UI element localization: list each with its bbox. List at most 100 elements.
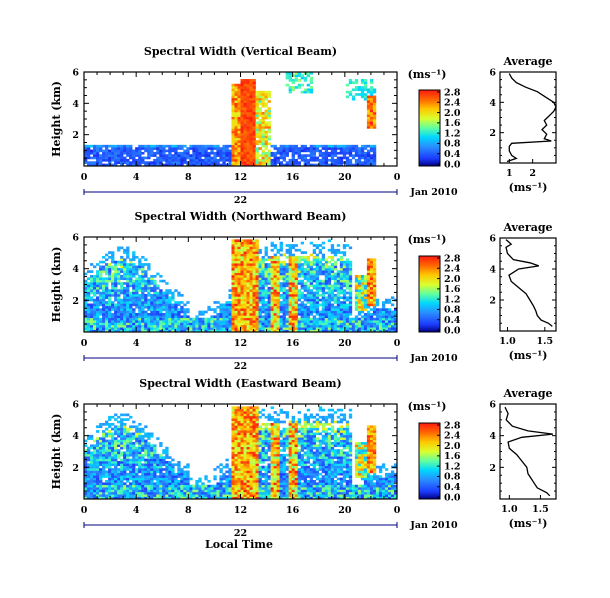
heatmap-cell	[315, 329, 320, 333]
heatmap-cell	[312, 144, 317, 148]
heatmap-cell	[84, 456, 88, 459]
heatmap-cell	[345, 315, 350, 319]
heatmap-cell	[159, 310, 163, 314]
heatmap-cell	[234, 289, 238, 292]
heatmap-cell	[207, 322, 211, 326]
heatmap-cell	[234, 303, 238, 307]
heatmap-cell	[153, 301, 157, 304]
heatmap-cell	[117, 439, 121, 443]
heatmap-cell	[363, 308, 368, 311]
heatmap-cell	[321, 294, 326, 297]
heatmap-cell	[102, 470, 106, 474]
heatmap-cell	[150, 491, 154, 495]
heatmap-cell	[318, 161, 323, 164]
heatmap-cell	[369, 324, 374, 328]
average-y-tick-label: 4	[489, 98, 496, 109]
heatmap-cell	[99, 149, 103, 153]
heatmap-cell	[165, 482, 169, 486]
heatmap-cell	[120, 463, 124, 467]
heatmap-cell	[324, 260, 329, 264]
heatmap-cell	[345, 282, 350, 285]
heatmap-cell	[114, 439, 118, 443]
heatmap-cell	[246, 109, 250, 113]
heatmap-cell	[384, 313, 389, 316]
heatmap-cell	[360, 308, 365, 311]
heatmap-cell	[129, 472, 133, 476]
heatmap-cell	[300, 320, 304, 323]
heatmap-cell	[393, 317, 398, 321]
heatmap-cell	[363, 305, 368, 309]
heatmap-cell	[252, 270, 256, 273]
heatmap-cell	[261, 114, 265, 117]
heatmap-cell	[228, 329, 232, 333]
heatmap-cell	[108, 275, 112, 278]
heatmap-cell	[156, 484, 160, 488]
heatmap-cell	[210, 494, 214, 497]
heatmap-cell	[111, 480, 115, 483]
heatmap-cell	[132, 270, 136, 273]
heatmap-cell	[246, 102, 250, 106]
heatmap-cell	[354, 86, 359, 89]
heatmap-cell	[174, 151, 178, 155]
heatmap-cell	[114, 327, 118, 330]
heatmap-cell	[273, 265, 277, 269]
heatmap-cell	[234, 107, 238, 110]
heatmap-cell	[246, 251, 250, 254]
heatmap-cell	[114, 425, 118, 429]
heatmap-cell	[231, 116, 235, 120]
heatmap-cell	[231, 130, 235, 134]
heatmap-cell	[327, 286, 332, 290]
heatmap-cell	[201, 324, 205, 328]
heatmap-cell	[165, 163, 169, 167]
heatmap-cell	[174, 320, 178, 323]
heatmap-cell	[171, 322, 175, 326]
heatmap-cell	[270, 279, 274, 283]
heatmap-cell	[165, 294, 169, 297]
heatmap-cell	[114, 303, 118, 307]
heatmap-cell	[171, 468, 175, 471]
heatmap-cell	[168, 480, 172, 483]
heatmap-cell	[93, 496, 97, 500]
heatmap-cell	[159, 147, 163, 150]
heatmap-cell	[297, 270, 301, 273]
heatmap-cell	[351, 329, 356, 333]
heatmap-cell	[186, 317, 190, 321]
heatmap-cell	[108, 439, 112, 443]
heatmap-cell	[291, 289, 295, 292]
heatmap-cell	[183, 156, 187, 160]
heatmap-cell	[258, 308, 262, 311]
heatmap-cell	[282, 298, 286, 302]
heatmap-cell	[216, 484, 220, 488]
heatmap-cell	[156, 465, 160, 469]
heatmap-cell	[114, 270, 118, 273]
heatmap-cell	[303, 258, 308, 262]
heatmap-cell	[288, 303, 292, 307]
heatmap-cell	[240, 298, 244, 302]
heatmap-cell	[294, 79, 298, 82]
heatmap-cell	[369, 93, 374, 96]
heatmap-cell	[192, 149, 196, 153]
heatmap-cell	[321, 256, 326, 259]
heatmap-cell	[381, 310, 386, 314]
heatmap-cell	[213, 154, 217, 157]
heatmap-cell	[147, 442, 151, 445]
colorbar-tick-label: 0.4	[444, 315, 461, 326]
heatmap-cell	[279, 317, 283, 321]
heatmap-cell	[186, 480, 190, 483]
heatmap-cell	[327, 327, 332, 330]
heatmap-cell	[309, 282, 314, 285]
heatmap-cell	[288, 163, 292, 167]
heatmap-cell	[222, 317, 226, 321]
heatmap-cell	[147, 324, 151, 328]
heatmap-cell	[231, 161, 235, 164]
heatmap-cell	[210, 156, 214, 160]
heatmap-cell	[330, 149, 335, 153]
heatmap-cell	[90, 327, 94, 330]
heatmap-cell	[291, 322, 295, 326]
heatmap-cell	[132, 477, 136, 481]
heatmap-cell	[357, 275, 362, 278]
heatmap-cell	[369, 301, 374, 304]
heatmap-cell	[345, 298, 350, 302]
heatmap-cell	[249, 114, 253, 117]
heatmap-cell	[234, 253, 238, 257]
